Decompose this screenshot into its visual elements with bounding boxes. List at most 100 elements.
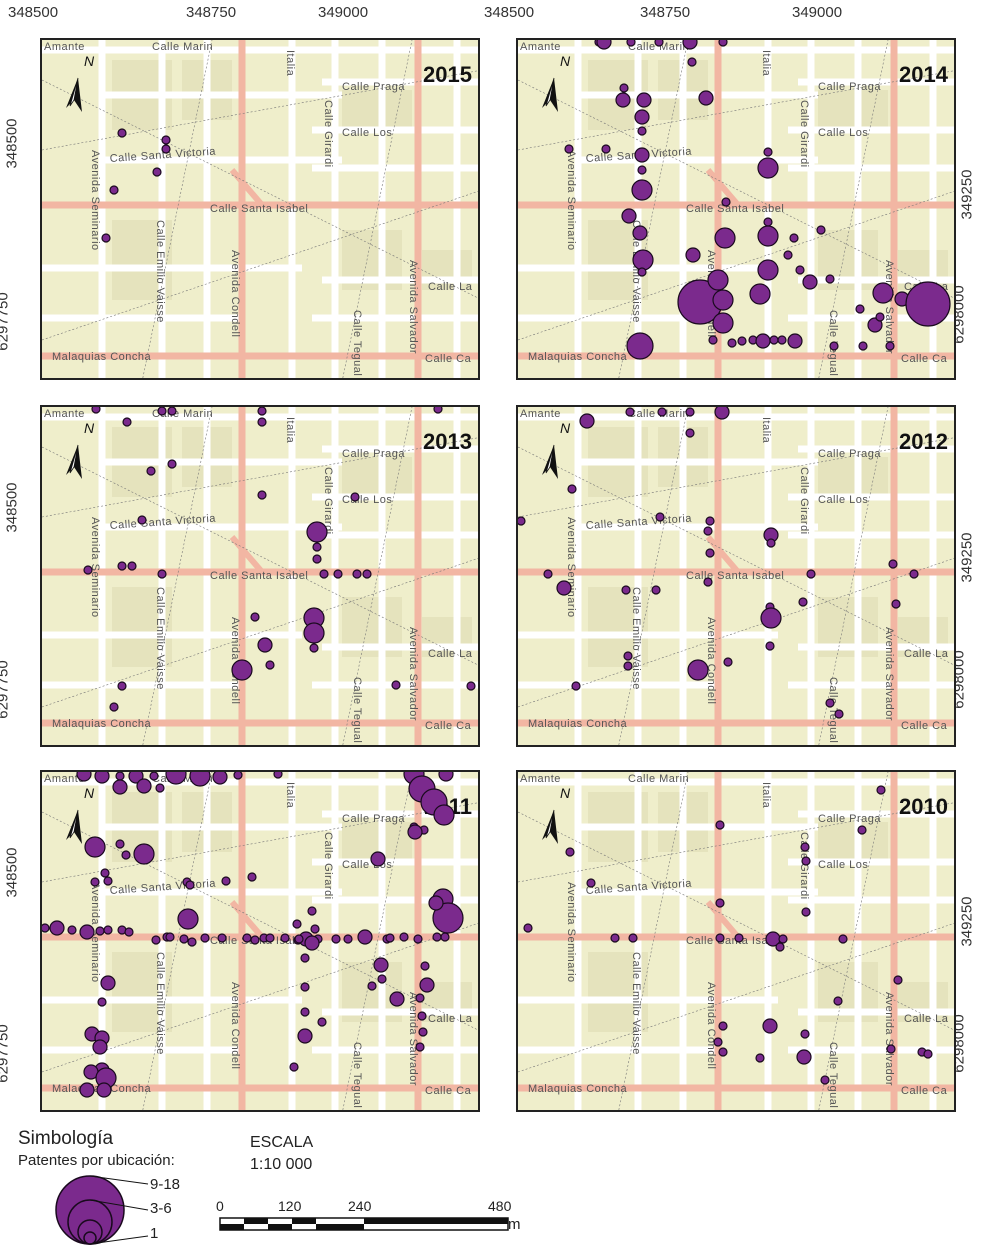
x-tick-label: 348750 (640, 4, 691, 21)
street-label: Avenida Seminario (565, 517, 577, 618)
street-label: Avenida Seminario (565, 882, 577, 983)
patent-point (789, 233, 799, 243)
patent-point (310, 924, 320, 934)
patent-point (634, 147, 650, 163)
street-label: Calle Santa Isabel (210, 203, 308, 215)
patent-point (103, 876, 113, 886)
patent-point (777, 335, 787, 345)
map-panel-2015: Calle Marin Calle Praga Calle Los Calle San… (40, 38, 480, 380)
patent-point (343, 934, 353, 944)
patent-point (698, 90, 714, 106)
patent-point (317, 1017, 327, 1027)
street-label: Calle Emilio Vaisse (154, 587, 166, 690)
street-label: Amante (520, 41, 561, 53)
patent-point (212, 772, 228, 785)
patent-point (886, 1044, 896, 1054)
patent-point (391, 680, 401, 690)
patent-point (179, 934, 189, 944)
patent-point (626, 332, 654, 360)
legend-subtitle: Patentes por ubicación: (18, 1152, 175, 1169)
patent-point (867, 317, 883, 333)
patent-point (628, 933, 638, 943)
street-label: Calle Los (342, 494, 392, 506)
patent-point (331, 934, 341, 944)
patent-point (83, 565, 93, 575)
street-label: Calle Praga (818, 813, 881, 825)
patent-point (307, 906, 317, 916)
patent-point (161, 135, 171, 145)
patent-point (825, 698, 835, 708)
patent-point (417, 1011, 427, 1021)
patent-point (857, 825, 867, 835)
patent-point (737, 336, 747, 346)
patent-point (357, 929, 373, 945)
map-panel-2010: Calle Marin Calle Praga Calle Los Calle San… (516, 770, 956, 1112)
patent-point (257, 407, 267, 416)
legend-class-label: 9-18 (150, 1176, 181, 1193)
street-label: Calle Los (818, 494, 868, 506)
street-label: Calle Emilio Vaisse (630, 220, 642, 323)
street-label: Avenida Salvador (407, 260, 419, 354)
street-label: Amante (520, 408, 561, 420)
north-arrow-icon: N (66, 53, 95, 112)
street-label: Avenida Seminario (565, 150, 577, 251)
patent-point (800, 842, 810, 852)
patent-point (876, 785, 886, 795)
patent-point (304, 935, 320, 951)
street-label: Malaquias Concha (528, 718, 627, 730)
y-tick-label: 349250 (958, 532, 976, 583)
patent-point (432, 902, 464, 934)
scale-tick-label: 240 (348, 1198, 372, 1214)
street-label: Avenida Condell (229, 982, 241, 1069)
patent-point (91, 407, 101, 414)
patent-point (757, 157, 779, 179)
patent-point (373, 957, 389, 973)
street-label: Calle Ca (901, 1085, 948, 1097)
patent-point (312, 542, 322, 552)
patent-point (67, 925, 77, 935)
patent-point (610, 933, 620, 943)
patent-point (250, 612, 260, 622)
patent-point (76, 772, 92, 782)
patent-point (718, 1021, 728, 1031)
patent-point (200, 933, 210, 943)
street-label: Calle Emilio Vaisse (630, 952, 642, 1055)
panel-year-label: 2015 (423, 62, 472, 87)
patent-point (127, 561, 137, 571)
patent-point (100, 975, 116, 991)
map-panel-2014: Calle Marin Calle Praga Calle Los Calle San… (516, 38, 956, 380)
patent-point (49, 920, 65, 936)
patent-point (152, 167, 162, 177)
patent-point (300, 982, 310, 992)
y-tick-label: 349250 (958, 169, 976, 220)
patent-point (820, 1075, 830, 1085)
street-label: Calle Tegual (351, 1042, 363, 1108)
patent-point (905, 281, 951, 327)
patent-point (115, 772, 125, 781)
patent-point (297, 1028, 313, 1044)
street-label: Calle Praga (818, 448, 881, 460)
svg-text:N: N (84, 53, 95, 69)
patent-point (685, 428, 695, 438)
patent-point (333, 569, 343, 579)
patent-point (632, 225, 648, 241)
patent-point (257, 417, 267, 427)
patent-point (727, 338, 737, 348)
patent-point (96, 1082, 112, 1098)
patent-point (763, 147, 773, 157)
patent-point (755, 333, 771, 349)
patent-point (834, 709, 844, 719)
street-label: Avenida Condell (229, 617, 241, 704)
panel-year-label: 2013 (423, 429, 472, 454)
patent-point (723, 657, 733, 667)
map-canvas: Calle Marin Calle Praga Calle Los Calle San… (42, 40, 478, 378)
patent-point (632, 249, 654, 271)
scale-title: ESCALA (250, 1134, 314, 1151)
patent-point (795, 265, 805, 275)
street-label: Italia (284, 50, 296, 77)
patent-point (518, 516, 526, 526)
patent-point (801, 856, 811, 866)
patent-point (567, 484, 577, 494)
y-tick-label: 348500 (3, 118, 21, 169)
patent-point (621, 208, 637, 224)
